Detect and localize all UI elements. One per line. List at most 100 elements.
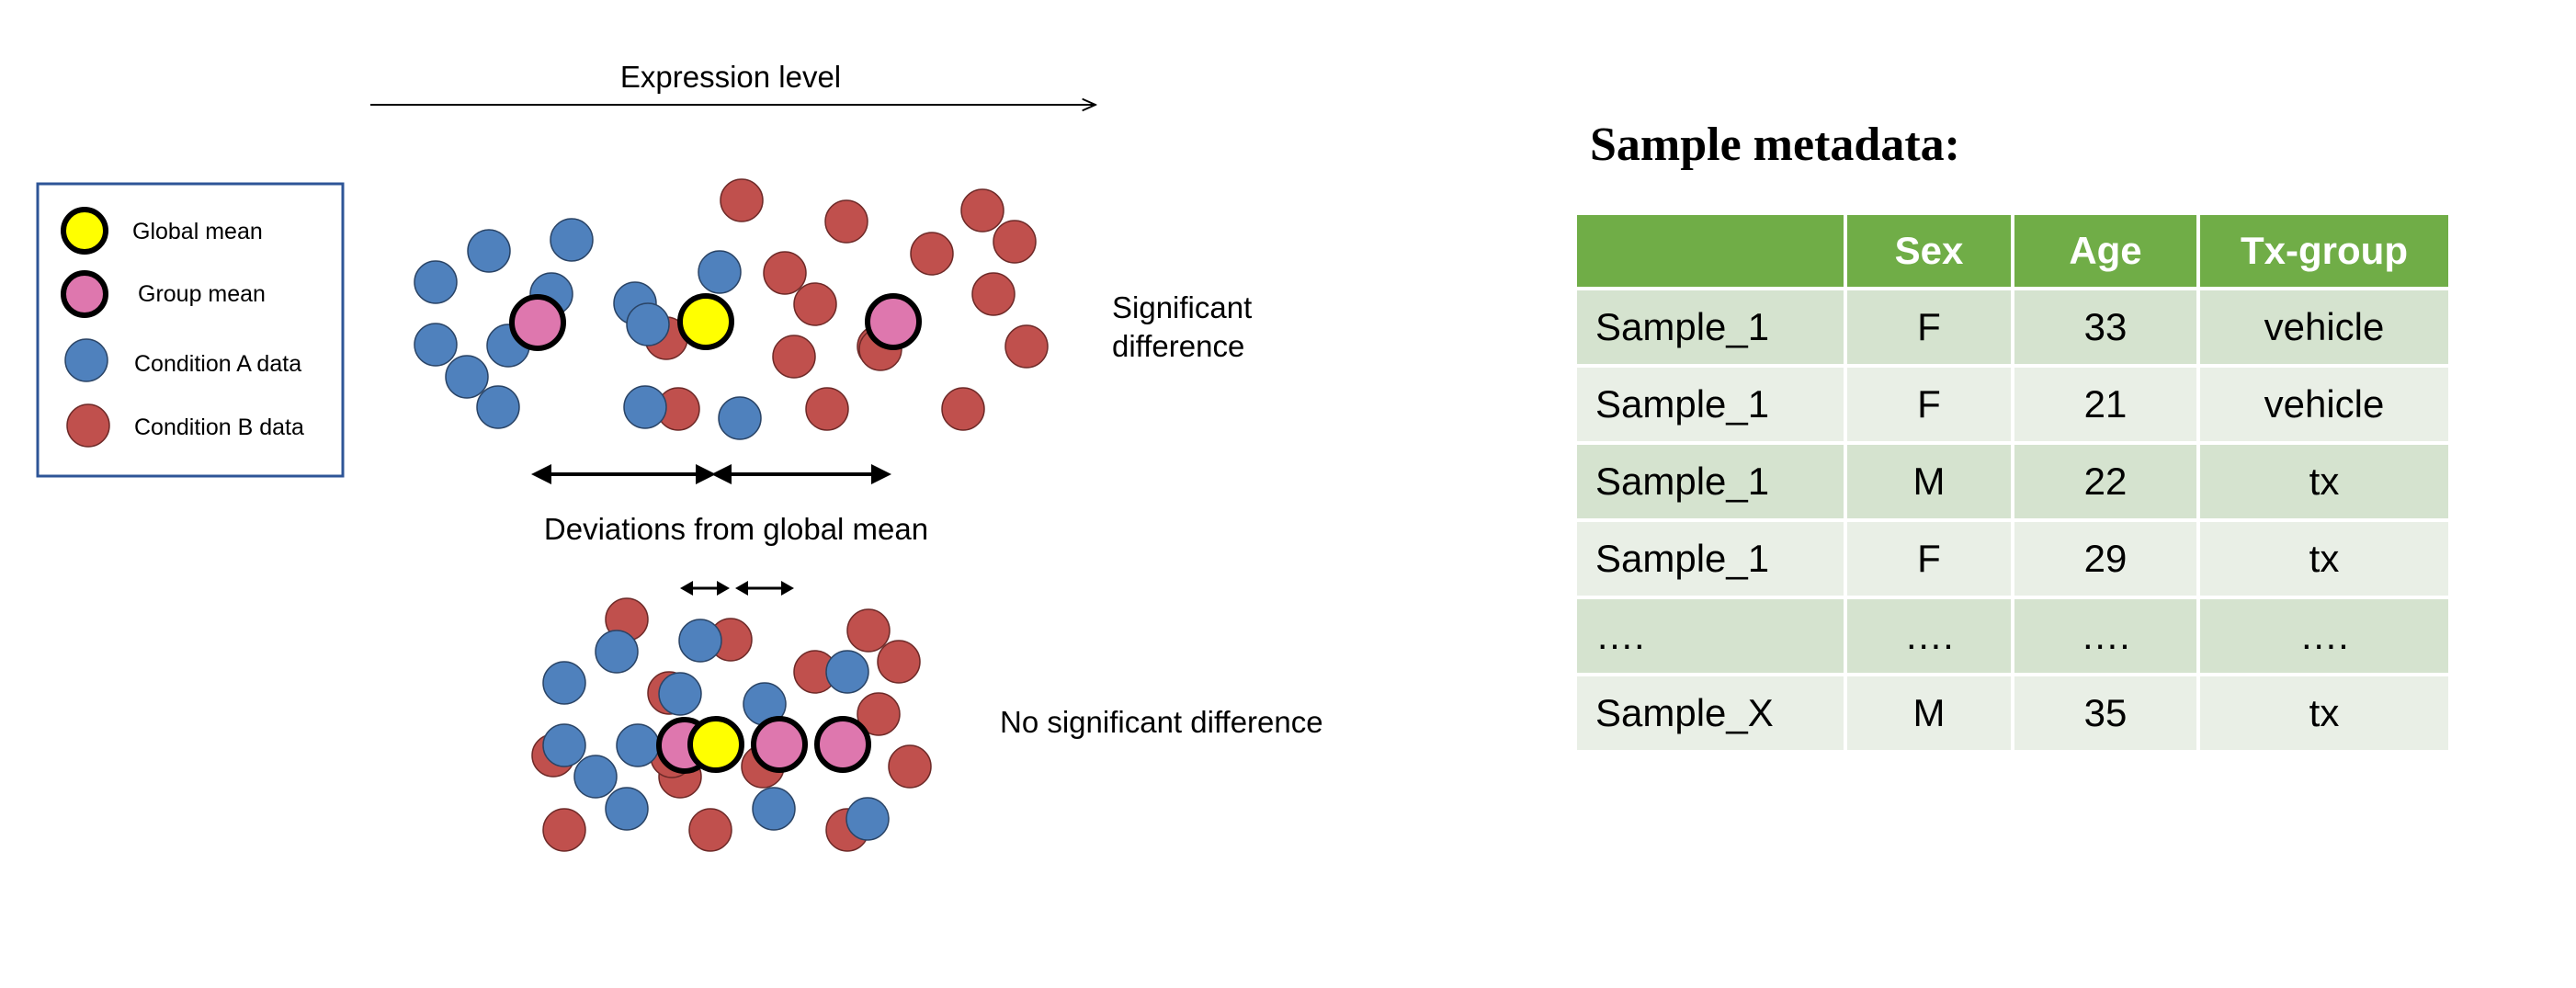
condition-a-point <box>678 619 722 663</box>
small-deviation-arrows <box>680 581 794 596</box>
condition-a-point <box>623 385 667 429</box>
table-row: Sample_1 F 33 vehicle <box>1577 290 2448 364</box>
condition-a-point <box>752 787 796 831</box>
sex-cell: F <box>1847 290 2011 364</box>
sex-cell: F <box>1847 522 2011 596</box>
sample-cell: Sample_1 <box>1577 445 1844 518</box>
global-mean-marker <box>687 716 744 773</box>
sex-cell: M <box>1847 676 2011 750</box>
legend-group-mean-marker <box>61 270 108 318</box>
age-cell: 22 <box>2014 445 2196 518</box>
condition-b-point <box>763 251 807 295</box>
condition-b-point <box>846 608 891 653</box>
sample-cell: Sample_X <box>1577 676 1844 750</box>
condition-b-point <box>824 199 868 244</box>
legend-condition-b-label: Condition B data <box>134 415 304 440</box>
group-mean-marker <box>509 294 566 351</box>
condition-a-point <box>825 650 869 694</box>
table-row: Sample_1 F 29 tx <box>1577 522 2448 596</box>
condition-a-point <box>718 396 762 440</box>
age-cell: 33 <box>2014 290 2196 364</box>
condition-a-point <box>698 250 742 294</box>
condition-a-point <box>445 355 489 399</box>
age-cell: 35 <box>2014 676 2196 750</box>
significant-cluster <box>414 178 1049 440</box>
legend-global-mean-marker <box>61 207 108 255</box>
condition-a-point <box>573 755 618 799</box>
condition-b-point <box>720 178 764 222</box>
condition-a-point <box>845 797 890 841</box>
axis-label: Expression level <box>620 60 841 94</box>
sex-cell: F <box>1847 368 2011 441</box>
table-row: Sample_X M 35 tx <box>1577 676 2448 750</box>
sample-cell: Sample_1 <box>1577 522 1844 596</box>
condition-b-point <box>960 188 1004 233</box>
table-row: Sample_1 F 21 vehicle <box>1577 368 2448 441</box>
global-mean-marker <box>677 293 734 350</box>
metadata-title: Sample metadata: <box>1590 119 1960 171</box>
sample-cell: Sample_1 <box>1577 290 1844 364</box>
legend-condition-b-marker <box>66 403 110 448</box>
metadata-table: Sex Age Tx-group Sample_1 F 33 vehicle S… <box>1573 211 2452 754</box>
sex-cell: M <box>1847 445 2011 518</box>
significant-label-line2: difference <box>1112 329 1244 363</box>
condition-a-point <box>542 661 586 705</box>
condition-b-point <box>772 335 816 379</box>
significant-label-line1: Significant <box>1112 290 1252 324</box>
tx-group-cell: vehicle <box>2200 368 2448 441</box>
no-significant-label: No significant difference <box>1000 705 1323 739</box>
condition-b-point <box>1004 324 1049 369</box>
tx-group-cell: vehicle <box>2200 290 2448 364</box>
age-cell: 21 <box>2014 368 2196 441</box>
group-mean-marker <box>814 716 871 773</box>
condition-b-point <box>688 808 732 852</box>
deviations-label: Deviations from global mean <box>544 512 928 546</box>
condition-a-point <box>414 323 458 367</box>
legend-condition-a-marker <box>64 338 108 382</box>
condition-a-point <box>595 630 639 674</box>
table-row: Sample_1 M 22 tx <box>1577 445 2448 518</box>
legend: Global mean Group mean Condition A data … <box>36 182 345 478</box>
tx-group-cell: tx <box>2200 445 2448 518</box>
header-cell-sample <box>1577 215 1844 287</box>
legend-group-mean-label: Group mean <box>138 281 266 307</box>
group-mean-marker <box>751 716 808 773</box>
condition-b-point <box>805 387 849 431</box>
condition-a-point <box>616 723 660 767</box>
condition-a-point <box>414 260 458 304</box>
tx-group-cell: …. <box>2200 599 2448 673</box>
tx-group-cell: tx <box>2200 676 2448 750</box>
condition-a-point <box>550 218 594 262</box>
sex-cell: …. <box>1847 599 2011 673</box>
sample-cell: Sample_1 <box>1577 368 1844 441</box>
condition-a-point <box>542 723 586 767</box>
table-header-row: Sex Age Tx-group <box>1577 215 2448 287</box>
condition-a-point <box>476 385 520 429</box>
header-cell-tx-group: Tx-group <box>2200 215 2448 287</box>
condition-b-point <box>888 744 932 789</box>
condition-b-point <box>971 272 1016 316</box>
header-cell-sex: Sex <box>1847 215 2011 287</box>
condition-a-point <box>467 229 511 273</box>
legend-global-mean-label: Global mean <box>132 219 263 244</box>
large-deviation-arrows <box>531 464 891 484</box>
tx-group-cell: tx <box>2200 522 2448 596</box>
condition-a-point <box>626 302 670 346</box>
condition-a-point <box>605 787 649 831</box>
legend-condition-a-label: Condition A data <box>134 351 301 377</box>
expression-diagram: Expression level Global mean Group mean … <box>36 60 1323 852</box>
group-mean-marker <box>865 293 922 350</box>
no-significant-cluster <box>531 597 932 852</box>
condition-b-point <box>941 387 985 431</box>
condition-b-point <box>993 220 1037 264</box>
condition-b-point <box>857 692 901 736</box>
age-cell: 29 <box>2014 522 2196 596</box>
condition-b-point <box>877 640 921 684</box>
condition-b-point <box>910 232 954 276</box>
sample-cell: …. <box>1577 599 1844 673</box>
header-cell-age: Age <box>2014 215 2196 287</box>
age-cell: …. <box>2014 599 2196 673</box>
table-row: …. …. …. …. <box>1577 599 2448 673</box>
condition-a-point <box>658 672 702 716</box>
condition-b-point <box>793 282 837 326</box>
